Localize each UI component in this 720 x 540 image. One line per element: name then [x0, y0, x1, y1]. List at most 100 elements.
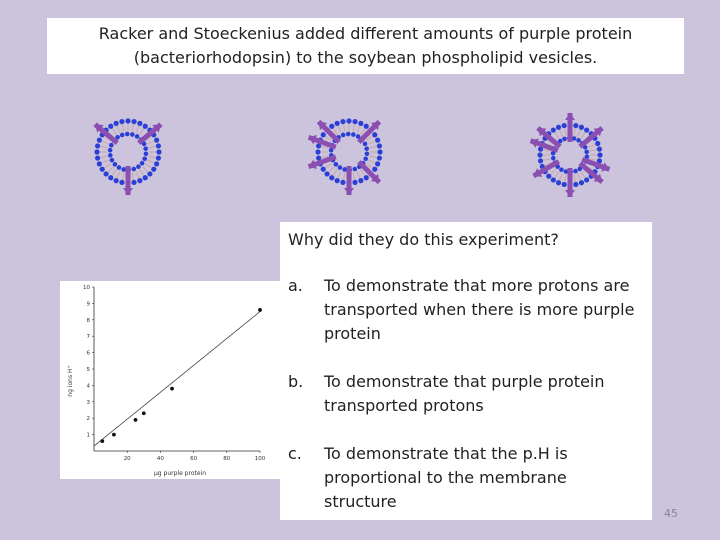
lipid-tail — [352, 172, 355, 180]
lipid-tail — [554, 132, 560, 139]
lipid-head — [364, 151, 370, 157]
y-tick-label: 1 — [87, 433, 91, 439]
lipid-head — [546, 173, 552, 179]
lipid-head — [355, 134, 361, 139]
lipid-head — [142, 123, 148, 129]
lipid-tail — [356, 125, 361, 133]
proton-arrow-icon — [370, 173, 380, 183]
lipid-tail — [147, 159, 155, 164]
lipid-tail — [559, 173, 563, 181]
proton-arrow-icon — [601, 162, 610, 172]
lipid-tail — [321, 155, 329, 158]
lipid-head — [155, 143, 162, 149]
lipid-head — [573, 122, 579, 129]
lipid-head — [94, 155, 101, 161]
lipid-head — [131, 179, 137, 186]
proton-arrow-icon — [565, 113, 575, 120]
vesicle-diagram-1 — [93, 118, 163, 195]
lipid-tail — [366, 136, 373, 141]
slide-number: 45 — [664, 507, 678, 520]
lipid-head — [584, 177, 590, 183]
lipid-head — [364, 146, 369, 151]
lipid-tail — [577, 129, 581, 137]
lipid-tail — [544, 162, 552, 166]
y-tick-label: 10 — [83, 285, 90, 291]
y-tick-label: 4 — [87, 383, 91, 389]
lipid-head — [573, 181, 579, 188]
lipid-tail — [589, 158, 597, 161]
lipid-tail — [366, 163, 373, 168]
proton-arrow-icon — [344, 188, 354, 195]
lipid-tail — [122, 124, 125, 132]
lipid-head — [345, 131, 351, 137]
lipid-tail — [337, 171, 342, 179]
lipid-head — [578, 180, 585, 186]
lipid-head — [113, 120, 119, 126]
option-a-letter: a. — [288, 276, 303, 295]
proton-arrow-icon — [530, 138, 539, 148]
lipid-tail — [107, 166, 114, 173]
lipid-head — [537, 146, 544, 152]
lipid-head — [337, 165, 343, 170]
lipid-tail — [325, 136, 332, 141]
lipid-tail — [100, 155, 108, 158]
lipid-head — [346, 118, 352, 124]
option-a-line-3: protein — [324, 324, 381, 343]
lipid-tail — [543, 158, 551, 161]
vesicle-diagram-2 — [307, 118, 383, 195]
lipid-tail — [328, 166, 335, 173]
chart-svg: 1 2 3 4 5 6 7 8 9 10 20 40 60 80 100 ng ions H⁺ µg pur… — [67, 285, 266, 477]
lipid-head — [352, 179, 358, 186]
lipid-head — [363, 123, 369, 129]
lipid-tail — [122, 172, 125, 180]
lipid-head — [156, 149, 162, 155]
lipid-head — [94, 149, 100, 155]
question-text: Why did they do this experiment? — [288, 230, 559, 249]
lipid-tail — [112, 128, 117, 135]
proton-arrow-icon — [565, 190, 575, 197]
trend-line — [93, 311, 261, 447]
lipid-head — [115, 134, 120, 140]
data-point — [258, 308, 262, 312]
lipid-head — [537, 152, 543, 158]
lipid-head — [377, 149, 383, 155]
lipid-tail — [554, 171, 560, 178]
proton-arrow-icon — [533, 168, 543, 177]
lipid-head — [124, 131, 130, 137]
lipid-head — [555, 124, 562, 130]
lipid-head — [151, 166, 157, 172]
option-b-letter: b. — [288, 372, 304, 391]
data-point — [100, 439, 105, 444]
lipid-head — [136, 164, 141, 170]
option-c-line-1: To demonstrate that the p.H is — [324, 444, 568, 463]
lipid-tail — [145, 163, 152, 168]
lipid-head — [154, 161, 160, 167]
lipid-head — [103, 171, 109, 177]
lipid-head — [597, 152, 603, 158]
lipid-tail — [112, 169, 117, 176]
data-point — [170, 386, 174, 391]
lipid-tail — [343, 124, 346, 132]
lipid-head — [112, 162, 118, 167]
lipid-head — [550, 127, 556, 133]
lipid-head — [557, 138, 563, 144]
lipid-head — [596, 158, 603, 164]
option-a-line-2: transported when there is more purple — [324, 300, 635, 319]
lipid-head — [119, 179, 125, 186]
lipid-tail — [564, 128, 567, 136]
lipid-head — [550, 155, 556, 161]
proton-arrow-icon — [308, 134, 317, 145]
lipid-head — [562, 136, 567, 142]
lipid-tail — [148, 146, 156, 149]
lipid-head — [576, 138, 581, 143]
lipid-head — [324, 171, 330, 177]
lipid-head — [134, 134, 140, 139]
lipid-head — [142, 175, 148, 181]
lipid-head — [333, 162, 339, 167]
lipid-tail — [368, 159, 376, 164]
y-tick-label: 3 — [87, 400, 91, 406]
lipid-tail — [352, 124, 355, 132]
vesicle-diagram-3 — [529, 113, 611, 197]
lipid-head — [559, 167, 564, 172]
lipid-tail — [588, 144, 596, 148]
